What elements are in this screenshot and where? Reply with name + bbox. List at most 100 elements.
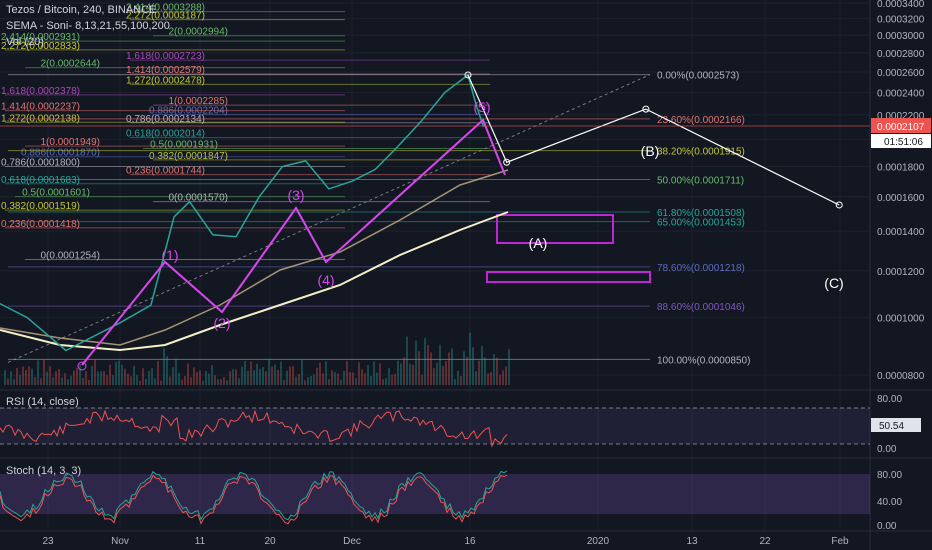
target-box-a — [496, 214, 614, 244]
volume-bar — [262, 367, 264, 385]
time-axis[interactable]: 23 Nov 11 20 Dec 16 2020 13 22 Feb — [0, 530, 932, 547]
fib-ext-label: 2(0.0002644) — [41, 59, 101, 70]
volume-bar — [187, 363, 189, 385]
fib-ext-label: 0.236(0.0001418) — [1, 219, 80, 230]
volume-bar — [304, 380, 306, 385]
fib-level-label: 23.60%(0.0002166) — [657, 115, 745, 126]
rsi-value-badge — [871, 418, 921, 432]
volume-bar — [121, 364, 123, 385]
fib-ext-label: 2.414(0.0002931) — [1, 32, 80, 43]
volume-bar — [283, 379, 285, 385]
price-axis-bg — [870, 0, 932, 530]
projection-point — [503, 158, 511, 166]
volume-bar — [169, 376, 171, 385]
volume-bar — [148, 370, 150, 385]
grid-lines — [0, 0, 870, 530]
projection-point — [642, 105, 650, 113]
price-tick-label: 0.0002600 — [877, 68, 925, 79]
volume-bar — [76, 367, 78, 385]
time-tick-label: 22 — [759, 536, 771, 547]
volume-bar — [271, 366, 273, 385]
volume-bar — [82, 378, 84, 385]
volume-bar — [346, 361, 348, 385]
volume-bar — [361, 369, 363, 385]
price-tick-label: 0.0000800 — [877, 371, 925, 382]
price-tick-label: 0.0002800 — [877, 49, 925, 60]
fib-ext-label: 0.382(0.0001519) — [1, 201, 80, 212]
volume-bar — [28, 366, 30, 385]
fib-ext-label: 2.272(0.0003187) — [126, 11, 205, 22]
fib-level-label: 50.00%(0.0001711) — [657, 176, 744, 187]
volume-bar — [22, 366, 24, 385]
volume-bar — [133, 365, 135, 385]
wave-label: (5) — [473, 99, 490, 115]
volume-bar — [127, 373, 129, 385]
volume-bar — [370, 375, 372, 385]
volume-bar — [13, 379, 15, 385]
indicator-sema[interactable]: SEMA - Soni- 8,13,21,55,100,200 — [6, 20, 170, 32]
volume-bar — [232, 369, 234, 385]
time-tick-label: 20 — [264, 536, 276, 547]
volume-bar — [487, 373, 489, 385]
volume-bar — [421, 374, 423, 385]
volume-bar — [73, 370, 75, 385]
volume-bar — [295, 376, 297, 385]
fib-level-label: 100.00%(0.0000850) — [657, 355, 750, 366]
volume-bar — [52, 377, 54, 385]
volume-bar — [130, 376, 132, 385]
volume-bar — [136, 375, 138, 385]
volume-bar — [310, 375, 312, 385]
stoch-pane[interactable]: Stoch (14, 3, 3) 80.00 40.00 0.00 — [0, 457, 932, 532]
fib-ext-label: 0.5(0.0001601) — [22, 188, 90, 199]
stoch-k-line — [0, 470, 508, 521]
volume-bar — [439, 344, 441, 385]
volume-bar — [205, 371, 207, 385]
volume-bar — [256, 363, 258, 385]
stoch-tick-label: 80.00 — [877, 470, 902, 481]
rsi-tick-label: 0.00 — [877, 444, 897, 455]
volume-bar — [220, 379, 222, 385]
volume-bar — [451, 348, 453, 385]
volume-bar — [97, 371, 99, 385]
indicator-volume[interactable]: Vol (20) — [6, 36, 44, 48]
volume-bar — [223, 376, 225, 385]
volume-bar — [61, 377, 63, 385]
volume-bar — [43, 359, 45, 385]
volume-bar — [25, 370, 27, 385]
volume-bar — [436, 362, 438, 385]
rsi-tick-label: 80.00 — [877, 394, 902, 405]
volume-bar — [19, 374, 21, 385]
volume-bar — [292, 366, 294, 385]
volume-bar — [454, 378, 456, 385]
volume-bar — [394, 373, 396, 385]
rsi-title: RSI (14, close) — [6, 396, 79, 408]
volume-bar — [229, 371, 231, 385]
volume-bar — [70, 375, 72, 385]
countdown-badge — [871, 134, 931, 149]
volume-bar — [286, 370, 288, 385]
volume-bar — [478, 360, 480, 385]
fib-ext-label: 0.886(0.0001870) — [21, 148, 100, 159]
projection-point — [835, 201, 843, 209]
volume-bar — [259, 369, 261, 385]
price-tick-label: 0.0002200 — [877, 111, 925, 122]
volume-bar — [412, 364, 414, 385]
volume-bar — [85, 371, 87, 385]
volume-bar — [175, 358, 177, 385]
volume-bar — [208, 373, 210, 385]
fib-ext-label: 1.272(0.0002478) — [126, 75, 205, 86]
fib-level-label: 38.20%(0.0001915) — [657, 147, 745, 158]
sema-100-line — [0, 169, 509, 346]
volume-bar — [241, 366, 243, 385]
price-tick-label: 0.0001400 — [877, 227, 925, 238]
volume-bar — [7, 378, 9, 385]
volume-bar — [325, 361, 327, 385]
rsi-line — [0, 409, 508, 448]
fib-level-label: 78.60%(0.0001218) — [657, 263, 745, 274]
volume-bar — [334, 372, 336, 385]
rsi-pane[interactable]: RSI (14, close) 80.00 0.00 50.54 — [0, 389, 932, 455]
volume-bar — [496, 357, 498, 385]
time-tick-label: Dec — [343, 536, 361, 547]
